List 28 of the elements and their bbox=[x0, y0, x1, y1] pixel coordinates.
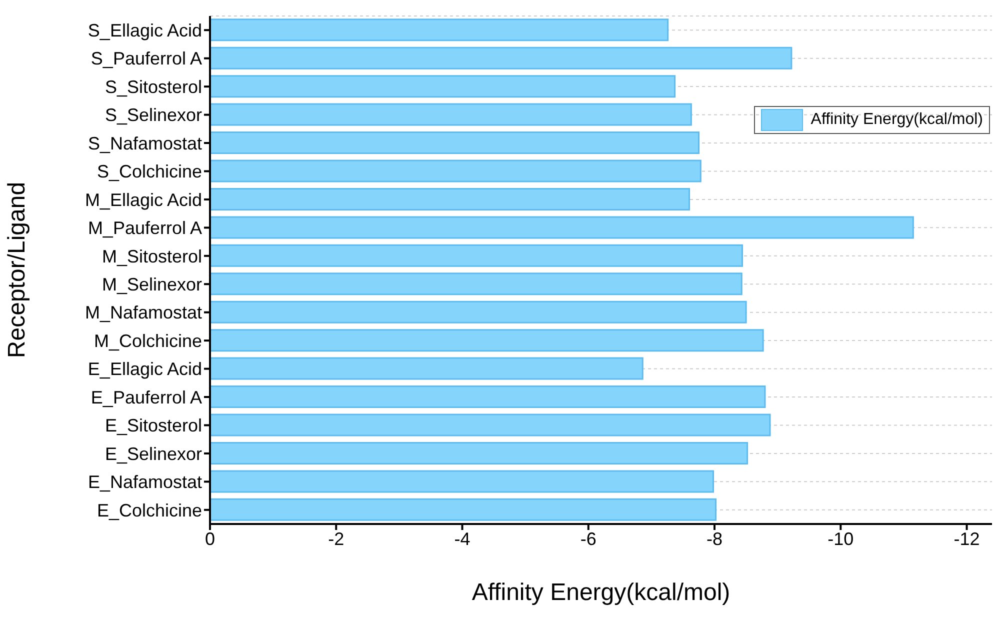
legend-label: Affinity Energy(kcal/mol) bbox=[810, 110, 983, 130]
y-tick-label: S_Nafamostat bbox=[88, 133, 202, 154]
y-tick-label: M_Ellagic Acid bbox=[84, 190, 202, 210]
y-tick-label: S_Selinexor bbox=[104, 105, 202, 126]
y-tick-label: M_Sitosterol bbox=[102, 246, 202, 266]
y-tick-label: E_Nafamostat bbox=[88, 472, 202, 492]
x-tick-label: 0 bbox=[204, 528, 216, 549]
y-tick-label: S_Colchicine bbox=[96, 162, 202, 182]
y-tick-label: E_Selinexor bbox=[104, 444, 202, 464]
x-tick-label: -10 bbox=[828, 528, 854, 549]
y-tick-label: M_Nafamostat bbox=[84, 302, 202, 323]
y-tick-label: S_Sitosterol bbox=[104, 76, 202, 97]
x-tick-label: -8 bbox=[706, 528, 723, 549]
x-tick-label: -12 bbox=[954, 528, 980, 549]
y-tick-label: M_Pauferrol A bbox=[88, 218, 202, 238]
y-tick-label: S_Pauferrol A bbox=[90, 48, 202, 69]
y-tick-label: M_Selinexor bbox=[102, 274, 202, 294]
x-tick-label: -2 bbox=[328, 528, 344, 549]
y-tick-label: E_Ellagic Acid bbox=[88, 359, 202, 380]
x-axis-title: Affinity Energy(kcal/mol) bbox=[472, 579, 730, 606]
y-tick-label: E_Sitosterol bbox=[104, 416, 202, 436]
x-tick-label: -4 bbox=[454, 528, 470, 549]
y-tick-label: E_Pauferrol A bbox=[90, 387, 202, 408]
y-tick-label: S_Ellagic Acid bbox=[88, 20, 202, 40]
y-tick-label: M_Colchicine bbox=[94, 330, 202, 351]
y-tick-label: E_Colchicine bbox=[96, 500, 202, 520]
x-tick-label: -6 bbox=[580, 528, 596, 549]
y-axis-title: Receptor/Ligand bbox=[4, 182, 31, 358]
